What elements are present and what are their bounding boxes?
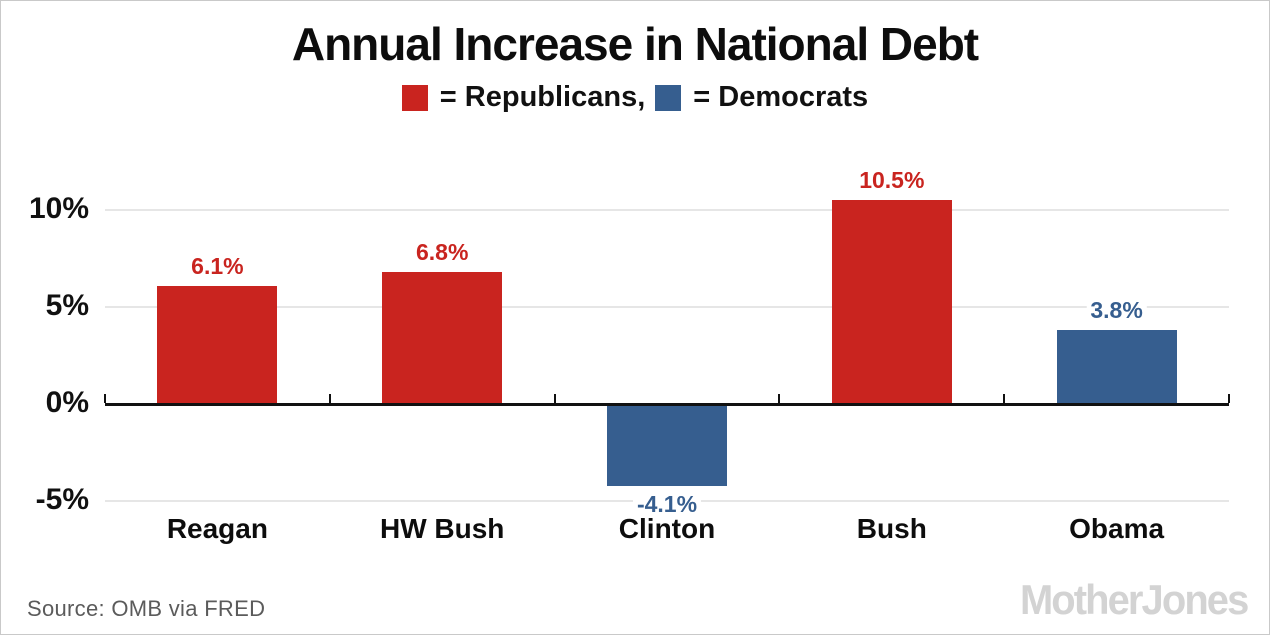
chart-legend: = Republicans, = Democrats bbox=[1, 81, 1269, 114]
bar-value-label: 6.1% bbox=[187, 252, 248, 280]
axis-tick bbox=[1228, 394, 1230, 403]
axis-tick bbox=[553, 394, 556, 403]
x-axis-category-label: Obama bbox=[1069, 513, 1165, 544]
y-axis-tick-label: -5% bbox=[35, 483, 89, 516]
x-axis-category-label: Clinton bbox=[618, 513, 716, 544]
legend-item-democrats: = Democrats bbox=[655, 81, 868, 114]
x-axis-category-label: Reagan bbox=[166, 513, 268, 544]
y-axis-tick-label: 10% bbox=[28, 192, 89, 225]
legend-label-republicans: = Republicans, bbox=[439, 81, 646, 113]
x-axis-line bbox=[105, 403, 1229, 406]
bar-value-label: 3.8% bbox=[1086, 297, 1147, 325]
chart-title: Annual Increase in National Debt bbox=[291, 18, 979, 70]
axis-tick bbox=[1003, 394, 1006, 403]
x-axis-category-label: Bush bbox=[856, 513, 927, 544]
source-note: Source: OMB via FRED bbox=[27, 596, 266, 621]
y-axis-tick-label: 5% bbox=[45, 289, 89, 322]
bar-bush bbox=[831, 200, 952, 404]
republicans-swatch-icon bbox=[401, 84, 428, 111]
bar-hw-bush bbox=[382, 272, 503, 404]
gridline-10 bbox=[105, 209, 1229, 211]
bar-reagan bbox=[157, 285, 278, 404]
gridline-5 bbox=[105, 306, 1229, 308]
x-axis-category-label: HW Bush bbox=[379, 513, 505, 544]
bar-value-label: 6.8% bbox=[411, 239, 473, 267]
axis-tick bbox=[778, 394, 781, 403]
bar-value-label: 10.5% bbox=[855, 167, 929, 195]
legend-label-democrats: = Democrats bbox=[693, 81, 869, 113]
bar-obama bbox=[1056, 330, 1177, 404]
axis-tick bbox=[328, 394, 331, 403]
bar-value-label: -4.1% bbox=[632, 490, 702, 518]
axis-tick bbox=[104, 394, 106, 403]
legend-item-republicans: = Republicans, bbox=[401, 81, 646, 114]
democrats-swatch-icon bbox=[655, 84, 682, 111]
bar-clinton bbox=[607, 406, 727, 486]
brand-logo: MotherJones bbox=[1019, 576, 1249, 623]
y-axis-tick-label: 0% bbox=[45, 386, 89, 419]
